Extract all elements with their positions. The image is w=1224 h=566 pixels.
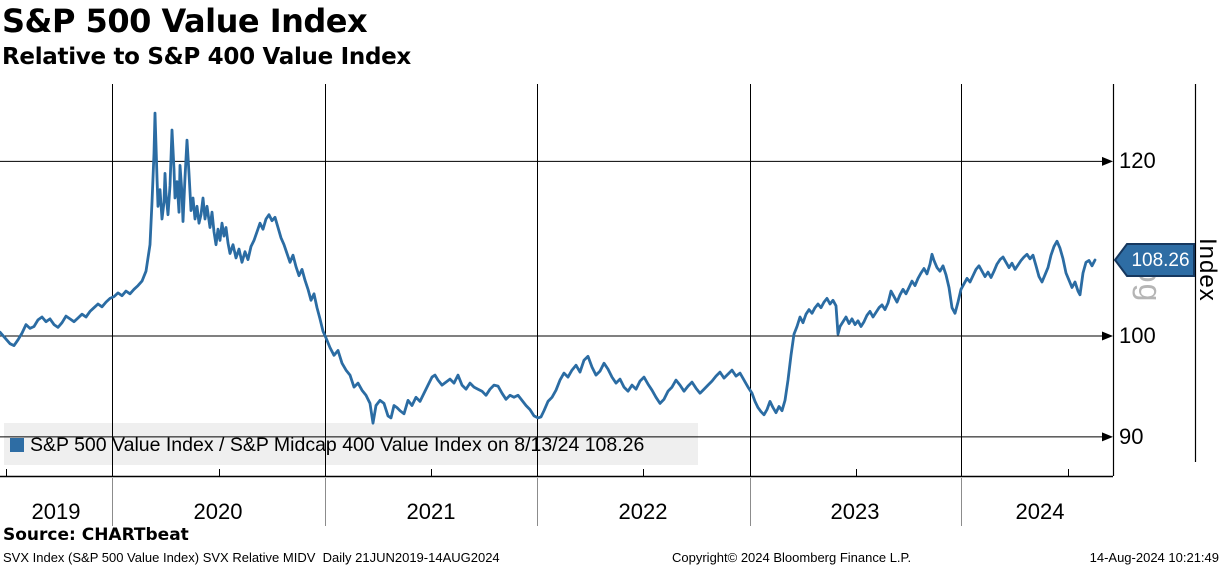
series-marker-icon	[10, 438, 24, 452]
footer-timestamp: 14-Aug-2024 10:21:49	[1089, 550, 1219, 565]
legend-box	[4, 423, 698, 465]
x-tick-label: 2019	[31, 499, 81, 524]
y-tick-arrow-icon	[1102, 331, 1113, 341]
x-tick-label: 2023	[830, 499, 880, 524]
x-tick-label: 2022	[618, 499, 668, 524]
y-axis-title: Index	[1194, 238, 1221, 302]
y-tick-label: 90	[1119, 423, 1144, 449]
x-tick-label: 2021	[406, 499, 456, 524]
last-value-badge-shape	[1113, 242, 1195, 277]
last-value-badge: 108.26	[1131, 249, 1190, 271]
page-title: S&P 500 Value Index	[2, 2, 368, 40]
legend: S&P 500 Value Index / S&P Midcap 400 Val…	[10, 432, 644, 458]
y-tick-arrow-icon	[1102, 156, 1113, 166]
source-line: Source: CHARTbeat	[3, 525, 189, 545]
x-tick-label: 2020	[193, 499, 243, 524]
y-tick-label: 120	[1119, 148, 1156, 174]
y-tick-arrow-icon	[1102, 432, 1113, 442]
footer-copyright: Copyright© 2024 Bloomberg Finance L.P.	[672, 550, 912, 565]
price-line	[0, 111, 1097, 425]
footer-ticker-info: SVX Index (S&P 500 Value Index) SVX Rela…	[3, 550, 500, 565]
y-tick-label: 100	[1119, 323, 1156, 348]
x-tick-label: 2024	[1015, 499, 1065, 524]
legend-label: S&P 500 Value Index / S&P Midcap 400 Val…	[30, 433, 645, 456]
page-subtitle: Relative to S&P 400 Value Index	[2, 44, 411, 70]
